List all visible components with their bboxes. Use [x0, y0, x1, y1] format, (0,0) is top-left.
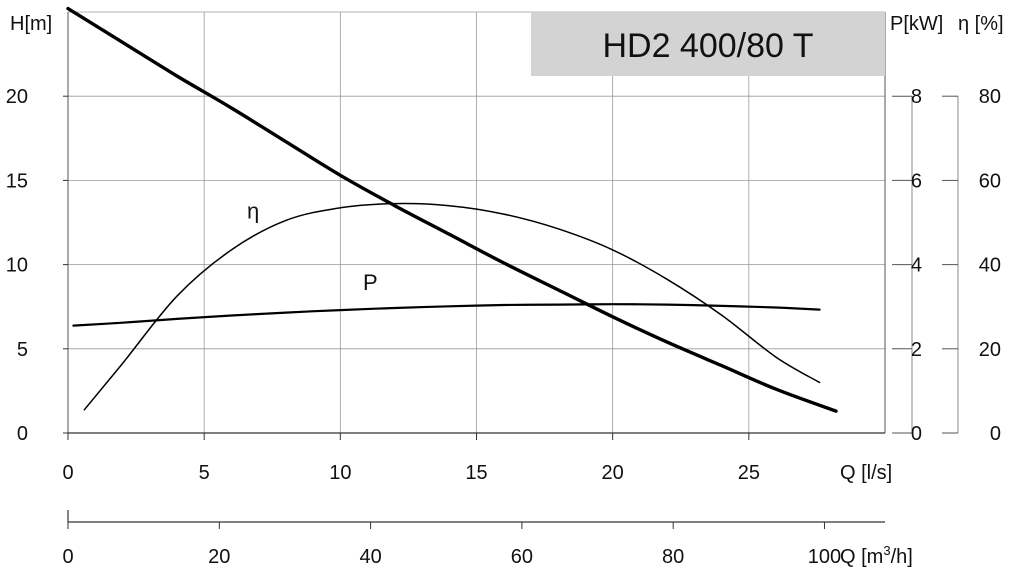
y-eff-tick-label-80: 80: [979, 86, 1001, 108]
chart-title-box: [531, 12, 885, 76]
y-head-tick-label-15: 15: [6, 170, 28, 192]
y-power-tick-label-2: 2: [911, 339, 922, 361]
x-tick-label-25: 25: [738, 462, 760, 484]
x-tick-label-15: 15: [465, 462, 487, 484]
y-eff-tick-label-40: 40: [979, 255, 1001, 277]
y-head-axis-label: H[m]: [10, 13, 52, 35]
y-eff-tick-label-20: 20: [979, 339, 1001, 361]
y-power-tick-label-8: 8: [911, 86, 922, 108]
curve-labels: ηP: [247, 198, 378, 295]
x-tick-label-10: 10: [329, 462, 351, 484]
y-power-tick-label-4: 4: [911, 255, 922, 277]
y-head-tick-label-0: 0: [17, 423, 28, 445]
y-eff-axis-label: η [%]: [958, 13, 1004, 35]
grid: [68, 12, 885, 433]
y-head-tick-label-10: 10: [6, 255, 28, 277]
curve-label-1: P: [363, 270, 378, 295]
x-axis-label: Q [l/s]: [840, 462, 892, 484]
x2-label-prefix: Q [m: [840, 546, 883, 568]
series-line-2: [72, 303, 821, 327]
x2-label-sup: 3: [883, 543, 890, 558]
x2-tick-label-0: 0: [62, 546, 73, 568]
x-tick-label-0: 0: [62, 462, 73, 484]
x-tick-label-20: 20: [602, 462, 624, 484]
x2-axis-label: Q [m3/h]: [840, 543, 913, 568]
series-line-0: [66, 6, 838, 413]
x2-tick-label-40: 40: [359, 546, 381, 568]
y-eff-tick-label-0: 0: [990, 423, 1001, 445]
x2-tick-label-100: 100: [808, 546, 841, 568]
x2-tick-label-20: 20: [208, 546, 230, 568]
y-power-axis-label: P[kW]: [890, 13, 943, 35]
x2-label-suffix: /h]: [891, 546, 913, 568]
y-power-tick-label-6: 6: [911, 170, 922, 192]
y-eff-tick-label-60: 60: [979, 170, 1001, 192]
x2-tick-label-60: 60: [511, 546, 533, 568]
y-head-tick-label-5: 5: [17, 339, 28, 361]
y-power-tick-label-0: 0: [911, 423, 922, 445]
curve-label-0: η: [247, 198, 259, 223]
y-head-tick-label-20: 20: [6, 86, 28, 108]
chart-title: HD2 400/80 T: [602, 27, 813, 65]
x-tick-label-5: 5: [199, 462, 210, 484]
x2-tick-label-80: 80: [662, 546, 684, 568]
series-layer: [66, 6, 838, 413]
